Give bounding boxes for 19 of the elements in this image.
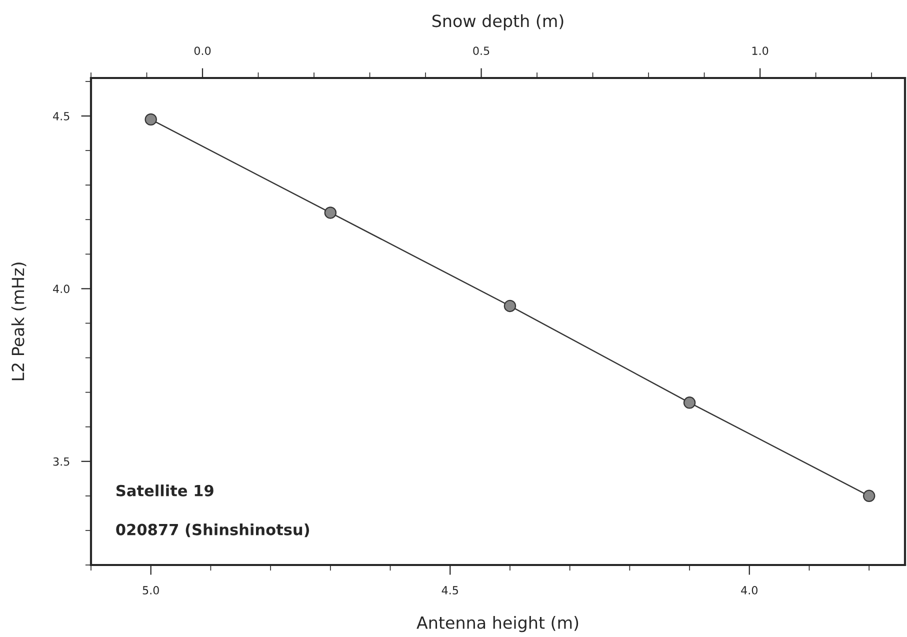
annotation: Satellite 19 — [116, 484, 214, 496]
point — [504, 300, 516, 312]
y-tick-label: 4.0 — [53, 284, 70, 294]
x-tick-label: 4.0 — [741, 586, 758, 594]
annotation: 020877 (Shinshinotsu) — [116, 524, 310, 538]
y-tick-label: 4.5 — [53, 112, 70, 120]
point — [862, 490, 876, 502]
x-tick-label: 5.0 — [142, 586, 159, 594]
x-axis-title: Antenna height (m) — [416, 616, 578, 632]
point — [683, 396, 696, 409]
x2-tick-label: 0.5 — [473, 46, 490, 56]
x2-tick-label: 0.0 — [194, 46, 211, 56]
y-axis-title: L2 Peak (mHz) — [11, 262, 26, 380]
point — [144, 113, 157, 126]
x2-axis-title: Snow depth (m) — [432, 14, 564, 30]
point — [324, 206, 337, 219]
x-tick-label: 4.5 — [442, 586, 458, 594]
y-tick-label: 3.5 — [53, 457, 70, 466]
x2-tick-label: 1.0 — [752, 46, 768, 56]
